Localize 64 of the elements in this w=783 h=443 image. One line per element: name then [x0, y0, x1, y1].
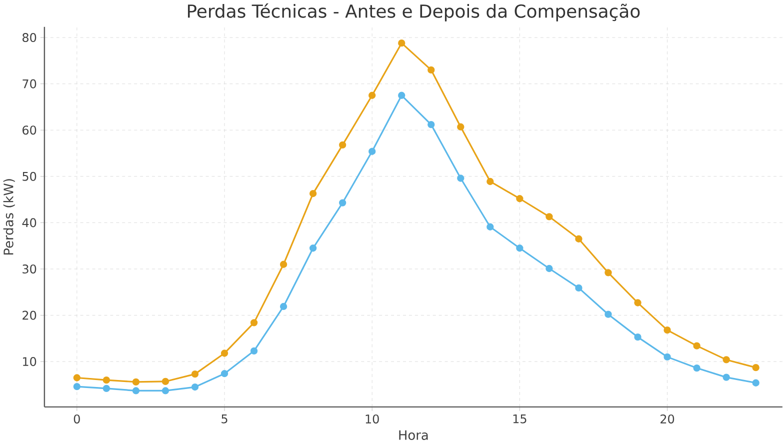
point	[722, 356, 730, 364]
point	[368, 148, 376, 155]
point	[132, 378, 140, 386]
y-tick-label: 10	[23, 356, 36, 366]
point	[398, 92, 406, 99]
x-axis-title: Hora	[399, 430, 428, 440]
point	[250, 347, 258, 354]
point	[546, 212, 553, 220]
point	[73, 382, 80, 390]
point	[752, 379, 760, 386]
point	[102, 376, 110, 384]
x-tick-label: 15	[513, 414, 526, 424]
point	[162, 387, 170, 394]
point	[516, 194, 524, 202]
point	[398, 39, 406, 47]
point	[250, 318, 258, 326]
x-tick-label: 20	[660, 414, 674, 424]
point	[73, 374, 80, 382]
point	[664, 353, 671, 360]
point	[722, 374, 730, 381]
point	[338, 141, 346, 148]
point	[634, 299, 642, 306]
point	[457, 123, 464, 130]
y-tick-label: 40	[22, 218, 36, 228]
y-tick-label: 50	[22, 172, 36, 181]
point	[516, 244, 524, 252]
y-tick-label: 70	[22, 79, 36, 88]
point	[280, 302, 288, 310]
point	[486, 223, 494, 230]
point	[280, 260, 288, 268]
point	[634, 333, 642, 340]
point	[191, 370, 199, 378]
point	[486, 178, 494, 185]
point	[604, 310, 612, 318]
y-tick-label: 80	[22, 32, 36, 42]
point	[220, 350, 228, 357]
point	[191, 383, 199, 390]
point	[664, 326, 671, 334]
y-tick-label: 30	[22, 264, 36, 274]
point	[575, 235, 582, 242]
point	[102, 384, 110, 392]
point	[162, 378, 170, 385]
point	[368, 92, 376, 99]
point	[604, 268, 612, 276]
point	[309, 190, 317, 197]
x-tick-label: 0	[74, 414, 80, 424]
point	[428, 120, 435, 128]
chart-title: Perdas Técnicas - Antes e Depois da Compensação	[188, 3, 640, 22]
point	[693, 364, 700, 372]
point	[132, 387, 140, 394]
y-axis-title: Perdas (kW)	[3, 178, 15, 254]
y-tick-label: 20	[22, 310, 36, 320]
point	[309, 244, 317, 252]
point	[428, 66, 435, 74]
x-tick-label: 5	[222, 414, 228, 424]
point	[546, 264, 553, 272]
point	[575, 284, 582, 292]
point	[220, 370, 228, 378]
point	[752, 364, 760, 372]
point	[338, 199, 346, 206]
point	[457, 174, 464, 182]
point	[693, 342, 700, 350]
y-tick-label: 60	[22, 125, 36, 135]
x-tick-label: 10	[366, 414, 379, 424]
